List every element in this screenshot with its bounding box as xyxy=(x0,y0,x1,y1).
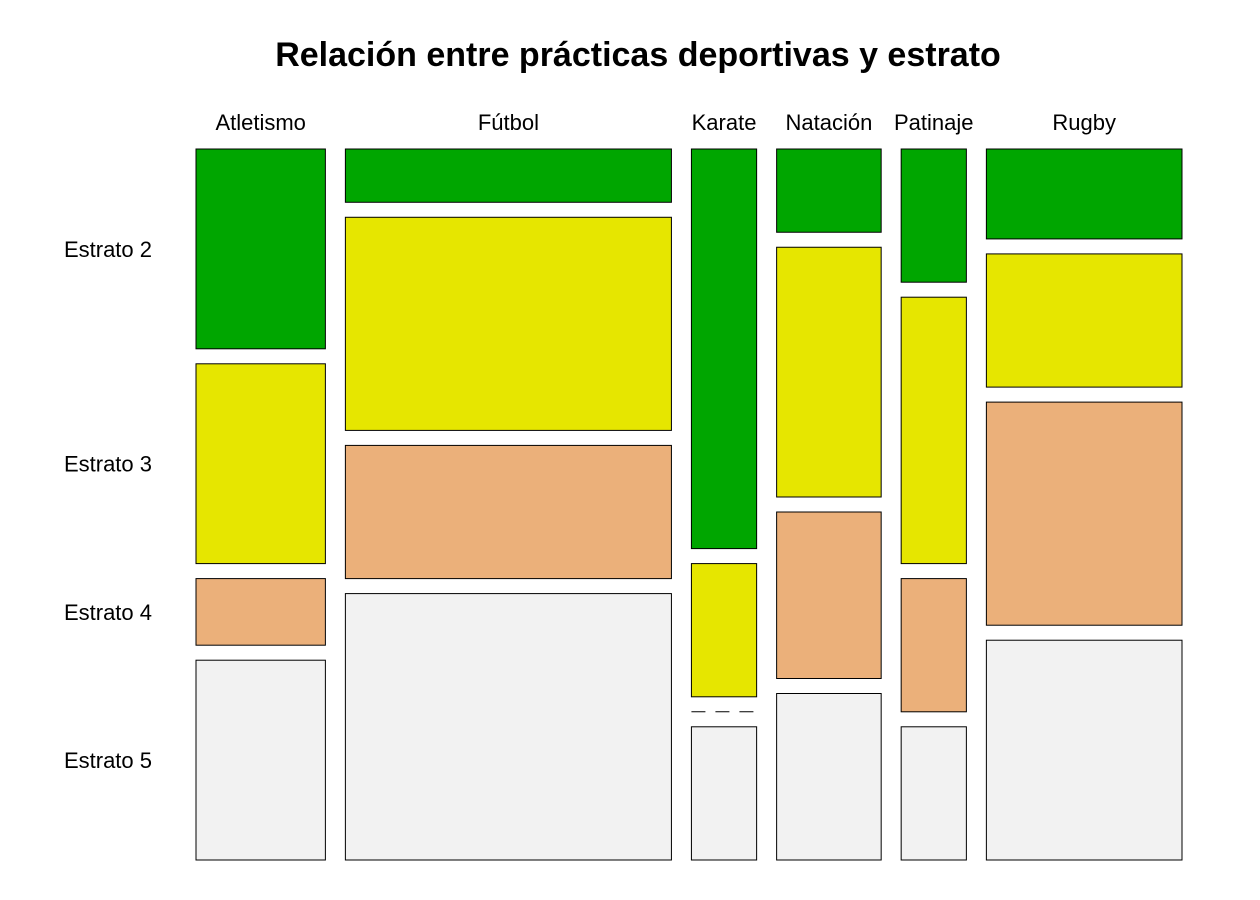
tile-atletismo-estrato-4 xyxy=(195,578,326,646)
tile-karate-estrato-2 xyxy=(690,148,758,550)
tile-karate-estrato-3 xyxy=(690,563,758,698)
tile-karate-estrato-5 xyxy=(690,726,758,861)
tile-patinaje-estrato-2 xyxy=(900,148,967,283)
tile-natacion-estrato-2 xyxy=(776,148,882,233)
tile-atletismo-estrato-5 xyxy=(195,659,326,861)
row-label-estrato-3: Estrato 3 xyxy=(64,452,152,477)
tile-futbol-estrato-5 xyxy=(344,593,672,861)
row-labels: Estrato 2 Estrato 3 Estrato 4 Estrato 5 xyxy=(64,237,152,773)
tile-natacion-estrato-4 xyxy=(776,511,882,679)
tile-patinaje-estrato-3 xyxy=(900,296,967,565)
tile-atletismo-estrato-3 xyxy=(195,363,326,565)
column-label-patinaje: Patinaje xyxy=(894,110,974,135)
tile-rugby-estrato-2 xyxy=(985,148,1183,240)
column-label-atletismo: Atletismo xyxy=(215,110,305,135)
tile-futbol-estrato-2 xyxy=(344,148,672,203)
tile-futbol-estrato-4 xyxy=(344,444,672,580)
tile-patinaje-estrato-5 xyxy=(900,726,967,861)
tile-rugby-estrato-5 xyxy=(985,639,1183,861)
tile-futbol-estrato-3 xyxy=(344,216,672,431)
tile-patinaje-estrato-4 xyxy=(900,578,967,713)
tile-natacion-estrato-5 xyxy=(776,693,882,861)
column-label-futbol: Fútbol xyxy=(478,110,539,135)
column-label-natacion: Natación xyxy=(785,110,872,135)
tile-atletismo-estrato-2 xyxy=(195,148,326,350)
row-label-estrato-2: Estrato 2 xyxy=(64,237,152,262)
column-label-karate: Karate xyxy=(692,110,757,135)
chart-title: Relación entre prácticas deportivas y es… xyxy=(275,36,1001,74)
mosaic-tiles xyxy=(195,148,1183,861)
tile-rugby-estrato-4 xyxy=(985,401,1183,626)
tile-rugby-estrato-3 xyxy=(985,253,1183,388)
row-label-estrato-4: Estrato 4 xyxy=(64,600,152,625)
row-label-estrato-5: Estrato 5 xyxy=(64,748,152,773)
tile-natacion-estrato-3 xyxy=(776,246,882,498)
column-labels: Atletismo Fútbol Karate Natación Patinaje Rug… xyxy=(215,110,1116,135)
column-label-rugby: Rugby xyxy=(1052,110,1116,135)
